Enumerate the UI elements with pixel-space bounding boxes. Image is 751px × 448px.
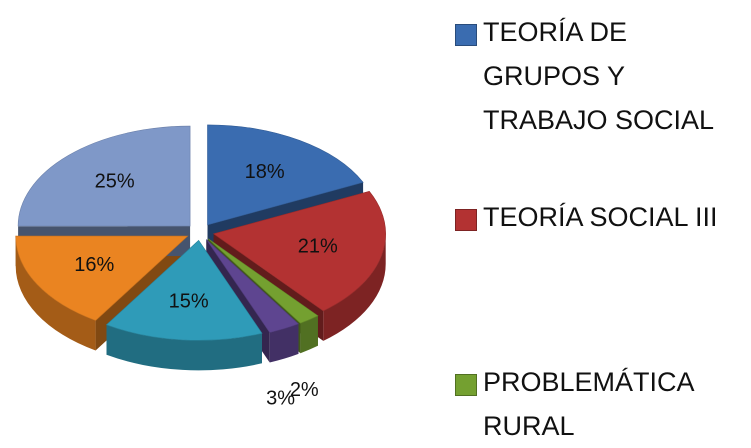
- data-label: 25%: [95, 171, 135, 193]
- legend-swatch: [455, 24, 477, 46]
- legend-entry: TEORÍA DE GRUPOS Y TRABAJO SOCIAL: [455, 10, 745, 142]
- chart: 18%21%2%3%15%16%25%: [0, 0, 440, 447]
- legend-label: TEORÍA SOCIAL III: [483, 195, 745, 239]
- legend-entry: TEORÍA SOCIAL III: [455, 195, 745, 239]
- legend-label: PROBLEMÁTICA RURAL: [483, 360, 745, 448]
- legend-entry: PROBLEMÁTICA RURAL: [455, 360, 745, 448]
- legend-swatch: [455, 209, 477, 231]
- data-label: 18%: [245, 161, 285, 183]
- legend-label: TEORÍA DE GRUPOS Y TRABAJO SOCIAL: [483, 10, 745, 142]
- data-label: 3%: [266, 387, 295, 409]
- data-label: 15%: [169, 290, 209, 312]
- legend-swatch: [455, 374, 477, 396]
- data-label: 16%: [74, 254, 114, 276]
- data-label: 21%: [298, 236, 338, 258]
